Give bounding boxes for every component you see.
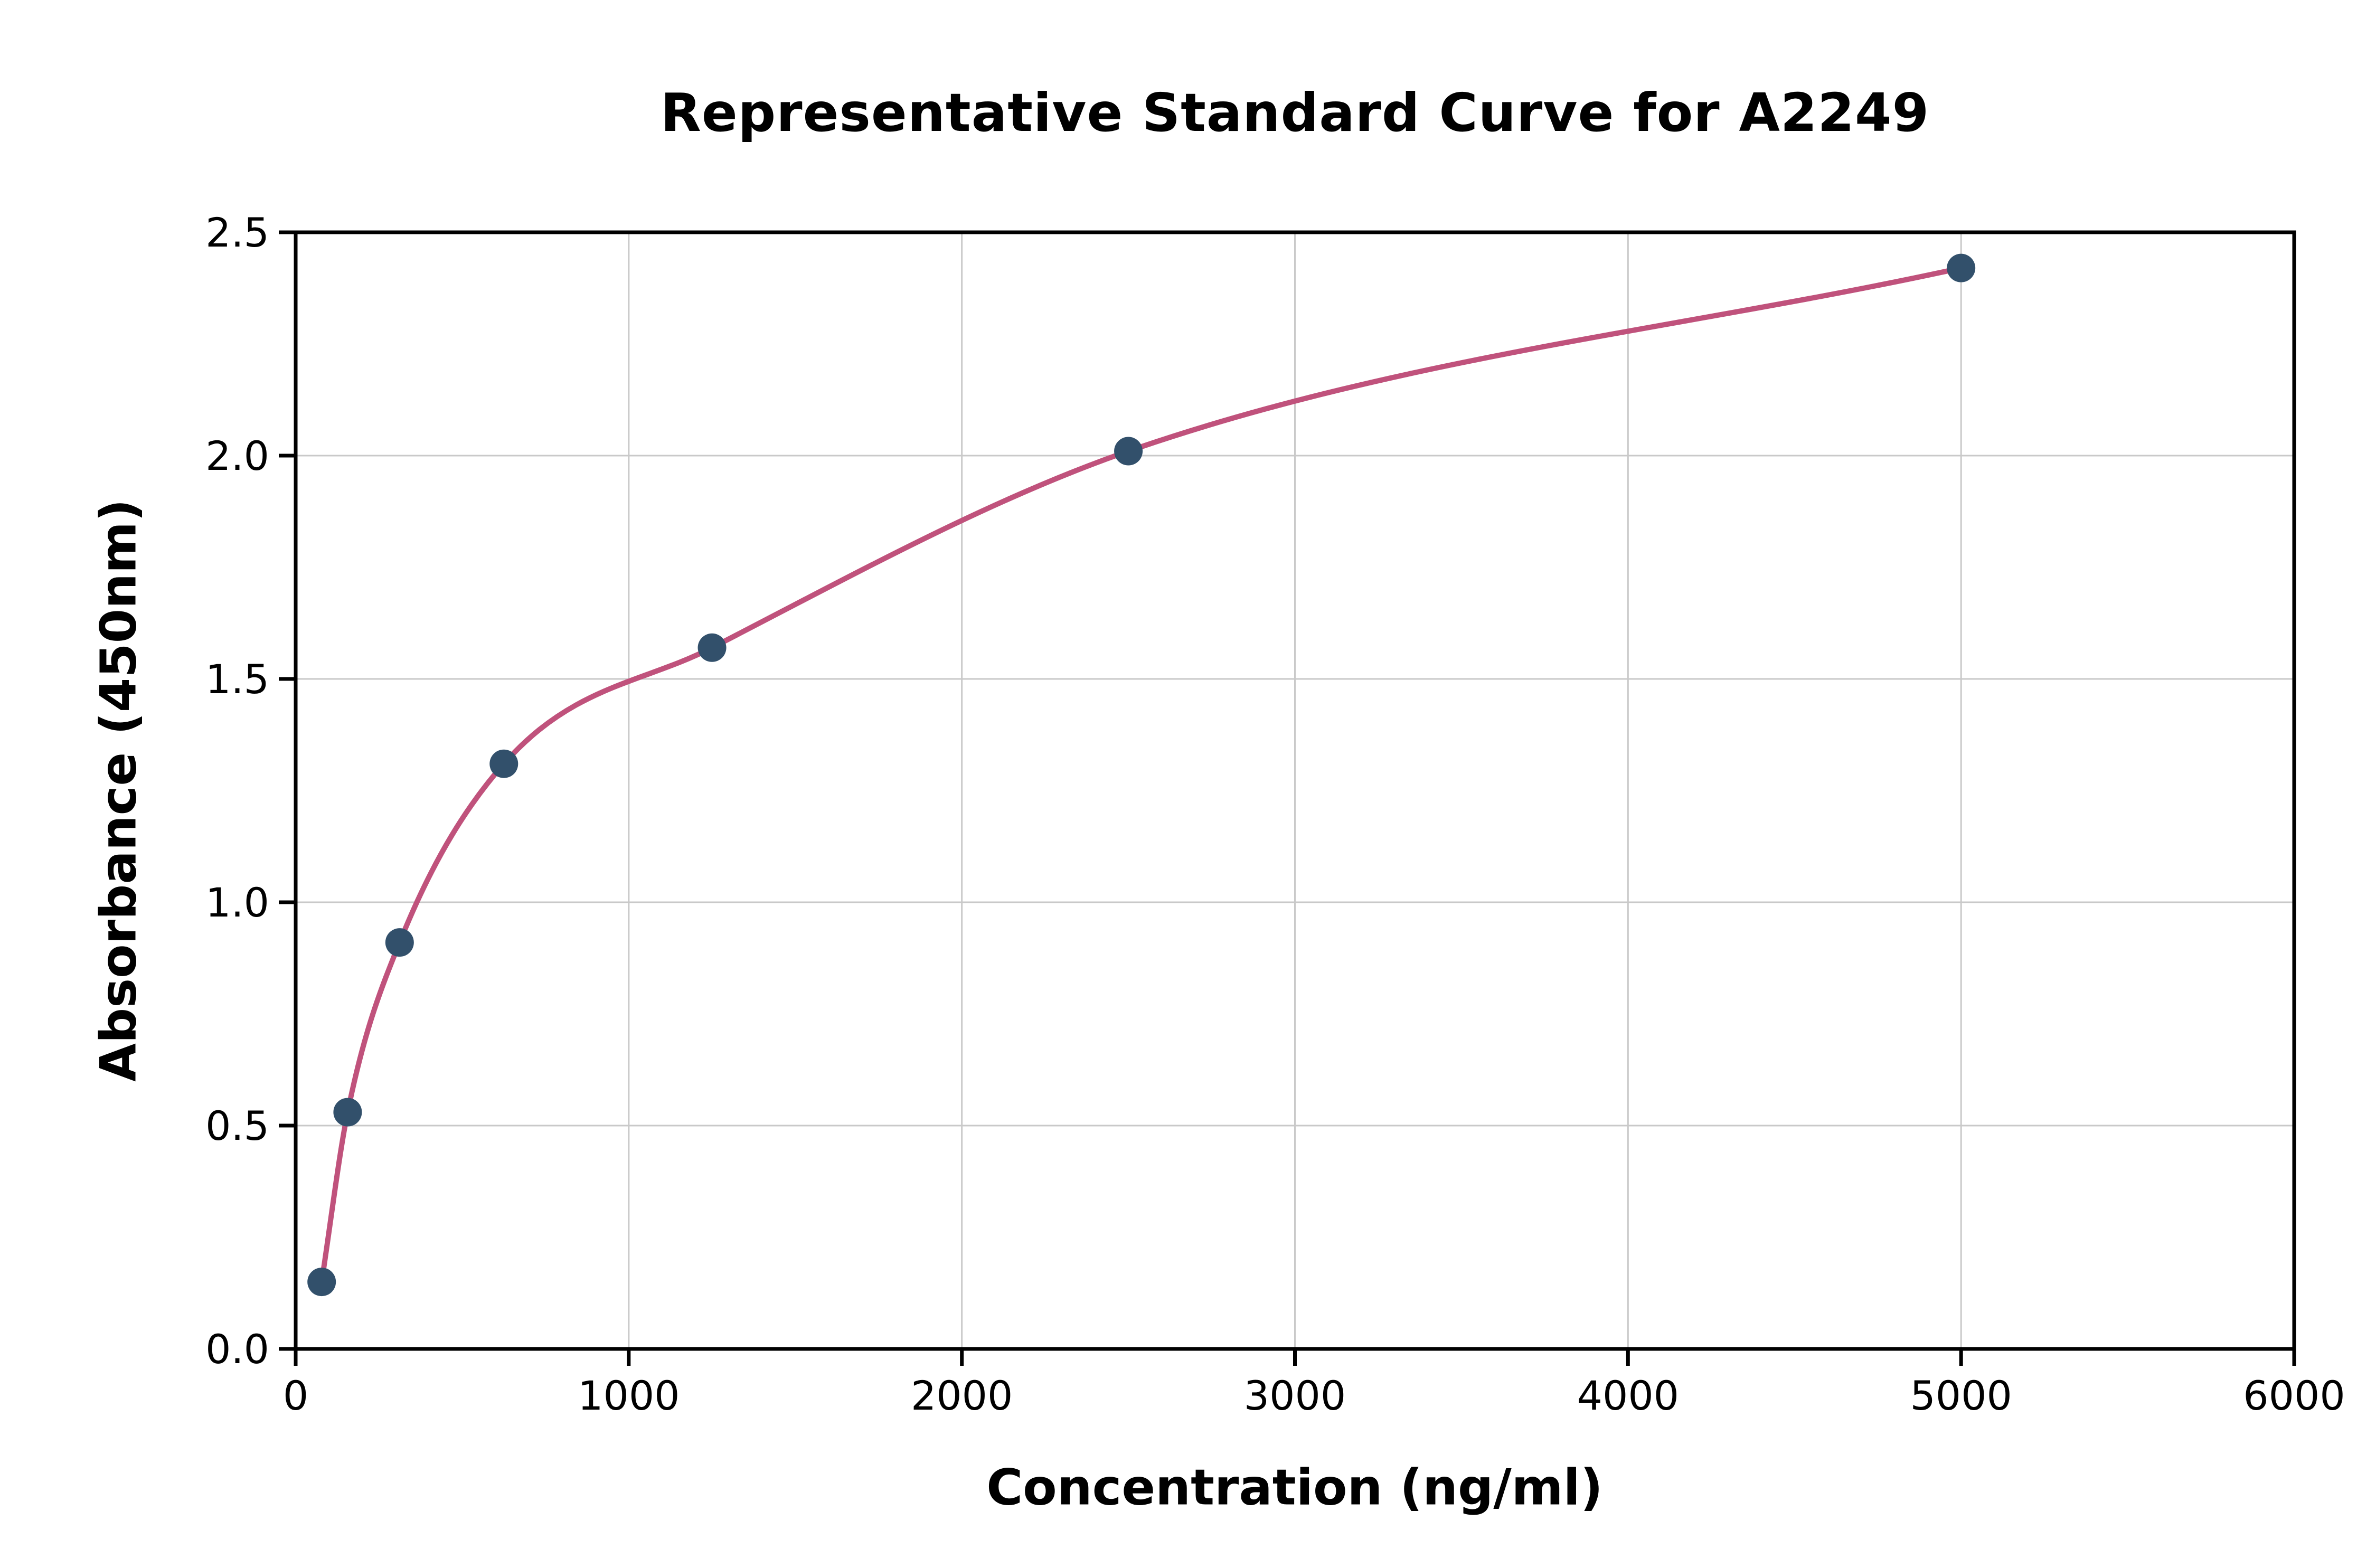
x-tick-label: 1000 — [578, 1372, 680, 1419]
y-tick-label: 2.5 — [205, 209, 269, 256]
x-axis-label: Concentration (ng/ml) — [986, 1459, 1603, 1517]
y-tick-label: 1.0 — [205, 879, 269, 926]
data-point — [307, 1268, 336, 1297]
y-tick-label: 2.0 — [205, 432, 269, 479]
x-tick-label: 4000 — [1577, 1372, 1679, 1419]
data-point — [385, 928, 414, 957]
x-tick-label: 6000 — [2243, 1372, 2345, 1419]
fitted-curve — [319, 265, 1964, 1285]
x-tick-label: 3000 — [1244, 1372, 1346, 1419]
data-point — [489, 749, 518, 778]
x-tick-label: 0 — [283, 1372, 308, 1419]
y-tick-label: 0.0 — [205, 1326, 269, 1373]
x-tick-label: 2000 — [911, 1372, 1013, 1419]
data-point — [697, 633, 727, 662]
data-point — [1947, 253, 1976, 282]
data-point — [1114, 437, 1143, 466]
y-tick-label: 0.5 — [205, 1102, 269, 1149]
data-point — [333, 1098, 362, 1127]
y-tick-label: 1.5 — [205, 656, 269, 703]
x-tick-label: 5000 — [1910, 1372, 2012, 1419]
chart-title: Representative Standard Curve for A2249 — [660, 82, 1930, 144]
